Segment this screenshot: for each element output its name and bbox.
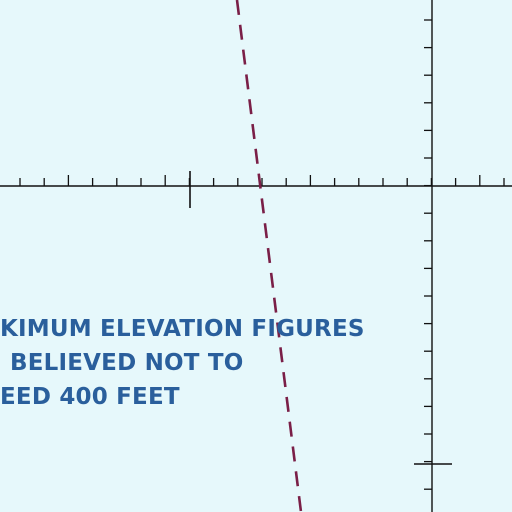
- graticule-ticks: [19, 19, 505, 490]
- elevation-note: KIMUM ELEVATION FIGURES BELIEVED NOT TO …: [0, 312, 365, 414]
- elevation-note-line-2: BELIEVED NOT TO: [10, 350, 244, 376]
- boundary-dashed-line: [235, 0, 303, 512]
- elevation-note-line-3: EED 400 FEET: [0, 384, 180, 410]
- elevation-note-line-1: KIMUM ELEVATION FIGURES: [0, 316, 365, 342]
